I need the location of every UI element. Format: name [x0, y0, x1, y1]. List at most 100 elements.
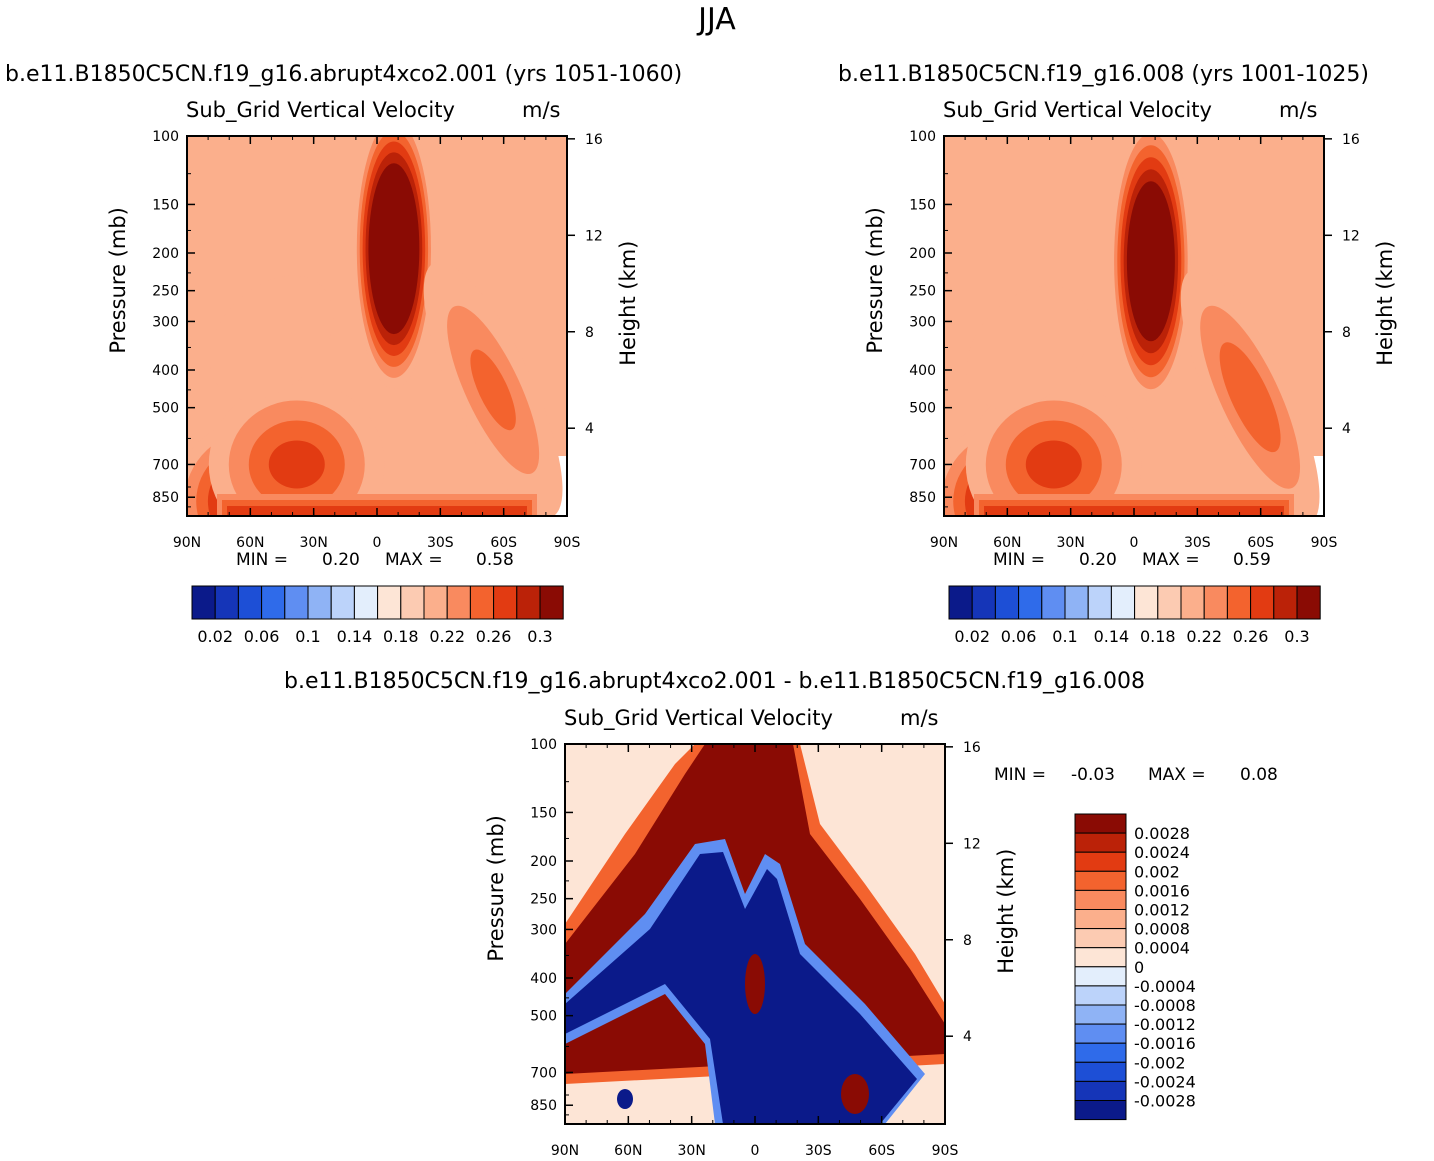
y-tick-label: 100 — [152, 129, 179, 145]
y-tick-label: 700 — [152, 457, 179, 473]
height-tick-label: 4 — [1342, 421, 1351, 437]
height-tick-label: 8 — [1342, 325, 1351, 341]
colorbar-label: 0.26 — [476, 627, 512, 646]
colorbar-label: 0.0004 — [1134, 939, 1190, 958]
colorbar-label: 0.0024 — [1134, 843, 1190, 862]
colorbar-box — [1074, 1042, 1127, 1063]
contour-level — [368, 163, 420, 335]
x-tick-label: 60S — [868, 1143, 895, 1159]
colorbar-label: 0.22 — [429, 627, 465, 646]
panel2-max-value: 0.59 — [1233, 550, 1271, 570]
y-tick-label: 300 — [152, 314, 179, 330]
colorbar-label: 0.1 — [295, 627, 320, 646]
colorbar-box — [1296, 585, 1321, 620]
y-tick-label: 700 — [909, 457, 936, 473]
colorbar-box — [1074, 966, 1127, 987]
y-tick-label: 400 — [152, 363, 179, 379]
panel1-max-label: MAX = — [385, 550, 443, 570]
colorbar-box — [1041, 585, 1066, 620]
y-tick-label: 400 — [909, 363, 936, 379]
colorbar-box — [948, 585, 973, 620]
y-tick-label: 400 — [530, 971, 557, 987]
colorbar-box — [1074, 928, 1127, 949]
y-tick-label: 500 — [530, 1009, 557, 1025]
colorbar-label: 0.18 — [383, 627, 419, 646]
y-tick-label: 150 — [530, 805, 557, 821]
y-tick-label: 100 — [909, 129, 936, 145]
x-tick-label: 90S — [1311, 535, 1338, 551]
positive-cell — [841, 1074, 869, 1114]
y-tick-label: 500 — [909, 401, 936, 417]
panel-3-axes — [564, 743, 953, 1125]
colorbar-box — [214, 585, 239, 620]
panel-1-field — [187, 136, 567, 516]
colorbar-box — [191, 585, 216, 620]
panel-3-field — [565, 744, 945, 1124]
y-axis-label-right: Height (km) — [1373, 241, 1397, 366]
colorbar-box — [1134, 585, 1159, 620]
colorbar-label: 0.0008 — [1134, 920, 1190, 939]
panel3-max-value: 0.08 — [1240, 765, 1278, 785]
x-tick-label: 30N — [300, 535, 328, 551]
height-tick-label: 16 — [1342, 132, 1360, 148]
panel3-min-label: MIN = — [994, 765, 1047, 785]
y-tick-label: 250 — [909, 284, 936, 300]
height-tick-label: 12 — [1342, 228, 1360, 244]
panel2-min-value: 0.20 — [1079, 550, 1117, 570]
panel3-max-label: MAX = — [1148, 765, 1206, 785]
contour-level — [268, 440, 325, 489]
colorbar-box — [1074, 870, 1127, 891]
y-tick-label: 150 — [909, 197, 936, 213]
colorbar-box — [400, 585, 425, 620]
colorbar-label: 0.1 — [1052, 627, 1077, 646]
colorbar-box — [423, 585, 448, 620]
height-tick-label: 12 — [585, 228, 603, 244]
y-tick-label: 200 — [152, 246, 179, 262]
x-tick-label: 30N — [1057, 535, 1085, 551]
panel2-units: m/s — [1279, 98, 1318, 122]
colorbar-box — [1074, 1004, 1127, 1025]
colorbar-diff — [1074, 813, 1127, 1121]
colorbar-box — [1074, 813, 1127, 834]
x-tick-label: 60N — [993, 535, 1021, 551]
colorbar-box — [971, 585, 996, 620]
height-tick-label: 4 — [963, 1029, 972, 1045]
x-tick-label: 60S — [490, 535, 517, 551]
colorbar-label: -0.0012 — [1134, 1015, 1196, 1034]
main-title: JJA — [698, 2, 736, 37]
height-tick-label: 16 — [963, 740, 981, 756]
x-tick-label: 30S — [805, 1143, 832, 1159]
y-tick-label: 150 — [152, 197, 179, 213]
contour-level — [966, 285, 1091, 410]
panel-1-axes — [186, 135, 575, 517]
colorbar-box — [1018, 585, 1043, 620]
colorbar-label: 0.06 — [1001, 627, 1037, 646]
y-tick-label: 250 — [530, 892, 557, 908]
colorbar-label: 0.3 — [527, 627, 552, 646]
colorbar-box — [1203, 585, 1228, 620]
colorbar-box — [1074, 985, 1127, 1006]
x-tick-label: 30S — [1184, 535, 1211, 551]
panel1-min-value: 0.20 — [322, 550, 360, 570]
y-tick-label: 250 — [152, 284, 179, 300]
colorbar-box — [237, 585, 263, 620]
negative-region-core — [565, 852, 917, 1124]
y-axis-label: Pressure (mb) — [106, 207, 130, 354]
colorbar-box — [1250, 585, 1275, 620]
colorbar-box — [1074, 1023, 1127, 1044]
colorbar — [948, 585, 1321, 620]
panel1-units: m/s — [522, 98, 561, 122]
colorbar-label: -0.0004 — [1134, 977, 1196, 996]
colorbar-box — [994, 585, 1020, 620]
height-tick-label: 8 — [585, 325, 594, 341]
y-tick-label: 300 — [530, 922, 557, 938]
panel3-min-value: -0.03 — [1071, 765, 1115, 785]
colorbar-label: 0.0028 — [1134, 824, 1190, 843]
positive-cell — [745, 954, 765, 1014]
x-tick-label: 0 — [751, 1143, 760, 1159]
colorbar-box — [1180, 585, 1205, 620]
x-tick-label: 90N — [173, 535, 201, 551]
colorbar-box — [377, 585, 402, 620]
panel1-max-value: 0.58 — [476, 550, 514, 570]
colorbar-label: -0.0008 — [1134, 996, 1196, 1015]
